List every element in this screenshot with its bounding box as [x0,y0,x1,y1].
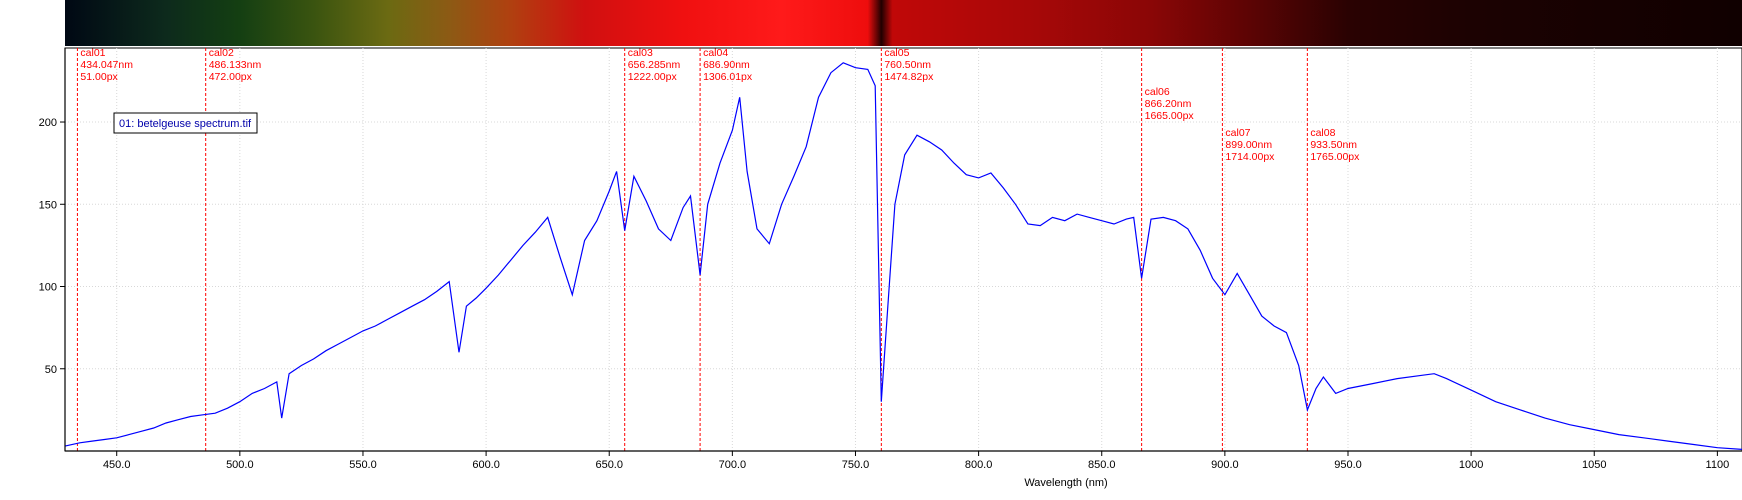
x-tick-label: 900.0 [1211,459,1239,471]
cal-label-cal05: cal05 [884,47,909,59]
y-tick-label: 50 [45,364,57,376]
cal-label-cal07: 899.00nm [1225,139,1272,151]
legend-label: 01: betelgeuse spectrum.tif [119,118,252,130]
cal-label-cal02: 472.00px [209,71,253,83]
spectrum-strip [65,0,1742,46]
x-tick-label: 1000 [1459,459,1483,471]
x-tick-label: 800.0 [965,459,993,471]
x-tick-label: 600.0 [472,459,500,471]
x-tick-label: 450.0 [103,459,131,471]
cal-label-cal05: 760.50nm [884,59,931,71]
cal-label-cal07: 1714.00px [1225,151,1275,163]
series-line [64,62,1742,450]
grid [64,47,1742,452]
cal-label-cal03: 1222.00px [628,71,678,83]
x-tick-label: 750.0 [842,459,870,471]
cal-label-cal01: 51.00px [80,71,118,83]
cal-label-cal01: 434.047nm [80,59,133,71]
axes: 450.0 500.0 550.0 600.0 650.0 700.0 750.0 800.0… [39,48,1742,471]
cal-label-cal07: cal07 [1225,127,1250,139]
x-tick-label: 650.0 [595,459,623,471]
cal-label-cal08: cal08 [1310,127,1335,139]
cal-label-cal05: 1474.82px [884,71,934,83]
y-tick-label: 150 [39,199,57,211]
cal-label-cal04: 1306.01px [703,71,753,83]
legend: 01: betelgeuse spectrum.tif [113,112,258,134]
cal-label-cal06: 866.20nm [1145,98,1192,110]
cal-label-cal02: cal02 [209,47,234,59]
y-tick-label: 100 [39,282,57,294]
cal-label-cal03: 656.285nm [628,59,681,71]
cal-label-cal02: 486.133nm [209,59,262,71]
legend-box [113,112,258,134]
cal-label-cal04: 686.90nm [703,59,750,71]
cal-label-cal08: 1765.00px [1310,151,1360,163]
x-tick-label: 500.0 [226,459,254,471]
cal-label-cal06: cal06 [1145,86,1170,98]
x-tick-label: 850.0 [1088,459,1116,471]
x-tick-label: 1050 [1582,459,1606,471]
x-tick-label: 550.0 [349,459,377,471]
x-tick-label: 950.0 [1334,459,1362,471]
cal-label-cal04: cal04 [703,47,728,59]
y-tick-label: 200 [39,117,57,129]
cal-label-cal01: cal01 [80,47,105,59]
cal-label-cal08: 933.50nm [1310,139,1357,151]
x-tick-label: 700.0 [719,459,747,471]
x-axis-title: Wavelength (nm) [1024,477,1107,489]
x-tick-label: 1100 [1706,459,1730,471]
plot-frame [64,47,1742,452]
cal-label-cal06: 1665.00px [1145,110,1195,122]
cal-label-cal03: cal03 [628,47,653,59]
